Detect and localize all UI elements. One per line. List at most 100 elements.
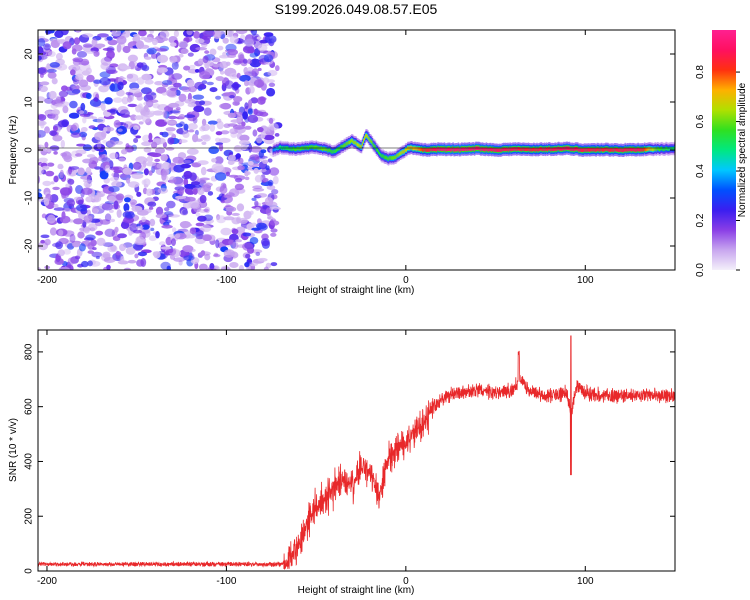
noise-blob [243, 210, 252, 220]
ridge-cell [608, 148, 610, 152]
noise-blob [59, 169, 64, 179]
ridge-cell [661, 146, 663, 151]
noise-blob [101, 157, 111, 164]
noise-blob [159, 30, 170, 39]
noise-blob [47, 214, 56, 224]
ridge-cell [287, 146, 290, 151]
noise-blob [113, 200, 119, 210]
noise-blob [111, 30, 121, 37]
ridge-cell [444, 147, 447, 152]
noise-blob [247, 58, 252, 64]
noise-blob [70, 124, 77, 132]
noise-blob [248, 85, 255, 94]
noise-blob [121, 149, 128, 155]
noise-blob [225, 206, 237, 212]
noise-blob [41, 165, 50, 170]
noise-blob [227, 154, 236, 162]
noise-blob [104, 213, 112, 222]
ridge-cell [399, 151, 402, 156]
noise-blob [183, 177, 189, 187]
noise-blob [180, 48, 189, 54]
ridge-cell [280, 145, 282, 149]
noise-blob [49, 227, 57, 236]
ridge-cell [348, 140, 351, 145]
noise-blob [103, 126, 108, 132]
noise-blob [125, 247, 136, 255]
ridge-cell [389, 156, 392, 160]
noise-blob [141, 141, 152, 146]
noise-blob [212, 30, 225, 36]
noise-blob [38, 175, 41, 184]
noise-blob [81, 70, 91, 76]
noise-blob [39, 85, 48, 93]
ridge-cell [576, 147, 578, 151]
noise-blob [216, 120, 224, 130]
colorbar-tick-label: 0.8 [695, 65, 706, 79]
noise-blob [114, 226, 119, 233]
noise-blob [122, 167, 133, 175]
noise-blob [134, 253, 139, 259]
noise-blob [124, 197, 131, 203]
ridge-cell [592, 148, 594, 152]
ridge-cell [379, 151, 381, 156]
ridge-cell [325, 147, 327, 152]
noise-blob [49, 194, 59, 203]
noise-blob [93, 51, 100, 57]
y-tick-label: 20 [24, 48, 35, 60]
noise-blob [197, 160, 209, 166]
noise-blob [149, 110, 156, 115]
ridge-cell [612, 148, 615, 152]
ridge-cell [467, 147, 469, 151]
noise-blob [159, 241, 166, 246]
noise-blob [215, 239, 220, 249]
noise-blob [148, 139, 154, 143]
ridge-cell [347, 140, 350, 145]
ridge-cell [310, 145, 312, 149]
ridge-cell [530, 147, 533, 152]
noise-blob [237, 52, 245, 61]
ridge-cell [353, 140, 355, 145]
noise-blob [117, 233, 127, 239]
noise-blob [81, 33, 94, 38]
noise-blob [115, 193, 125, 201]
noise-blob [220, 182, 227, 190]
noise-blob [119, 109, 130, 118]
noise-blob [75, 30, 81, 33]
ridge-cell [289, 147, 292, 151]
noise-blob [227, 49, 238, 56]
noise-blob [229, 72, 239, 80]
ridge-cell [512, 147, 515, 151]
ridge-cell [534, 147, 536, 152]
noise-blob [172, 227, 177, 233]
ridge-cell [624, 147, 627, 152]
ridge-cell [519, 147, 521, 151]
noise-blob [75, 185, 84, 194]
noise-blob [215, 76, 225, 82]
ridge-cell [402, 150, 405, 154]
spectrogram-y-ticks: -20 -10 0 10 20 [24, 48, 675, 253]
ridge-cell [641, 147, 644, 152]
noise-blob [62, 105, 69, 114]
spectrogram-x-label: Height of straight line (km) [298, 285, 415, 296]
noise-blob [211, 163, 224, 173]
ridge-cell [521, 147, 523, 152]
ridge-cell [613, 147, 616, 152]
noise-blob [100, 57, 112, 66]
colorbar-tick-label: 0.2 [695, 213, 706, 227]
noise-blob [43, 148, 53, 152]
noise-blob [171, 61, 179, 70]
noise-blob [155, 119, 168, 127]
ridge-cell [413, 146, 416, 151]
noise-blob [255, 206, 261, 211]
noise-blob [257, 257, 268, 262]
noise-blob [257, 44, 268, 52]
ridge-cell [340, 145, 342, 149]
ridge-cell [426, 148, 428, 152]
noise-blob [115, 251, 122, 256]
ridge-cell [400, 151, 403, 155]
ridge-cell [610, 148, 613, 152]
noise-blob [269, 220, 280, 226]
noise-blob [183, 65, 191, 71]
noise-blob [203, 107, 212, 116]
noise-blob [171, 238, 176, 247]
